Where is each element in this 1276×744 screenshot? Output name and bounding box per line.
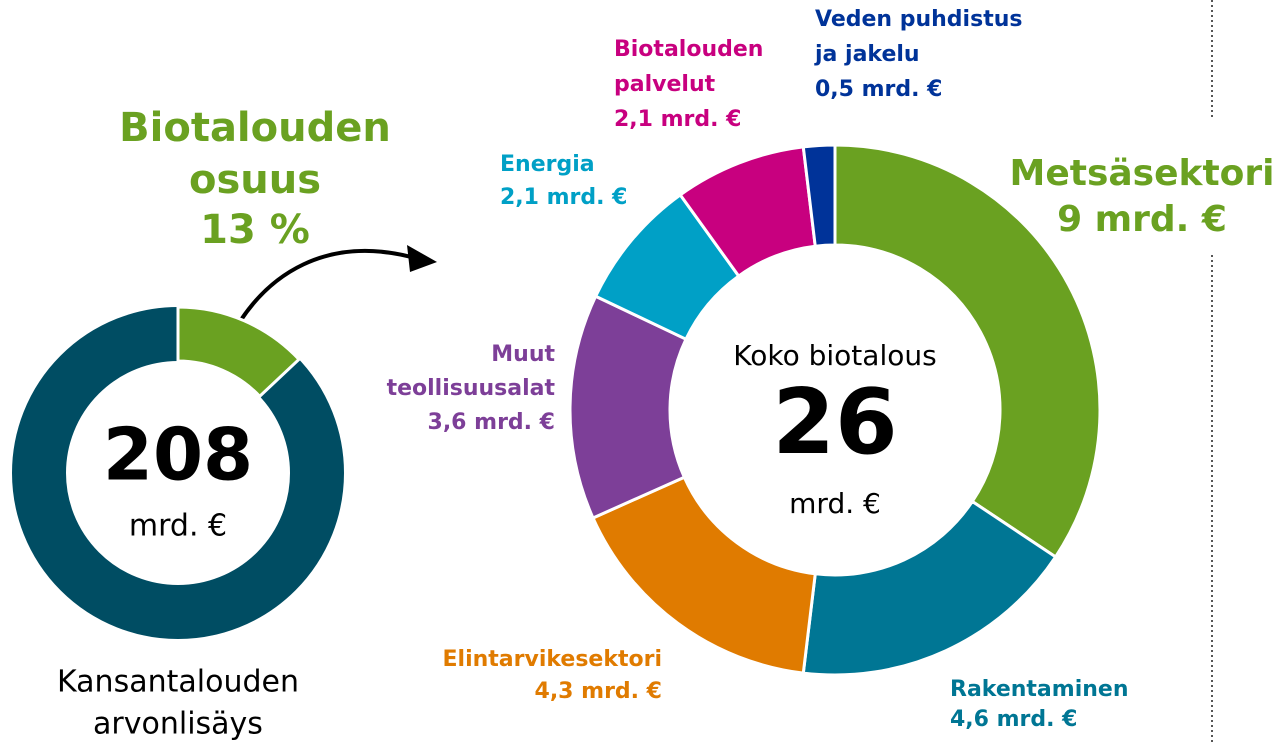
segment-value: 4,6 mrd. € xyxy=(950,707,1077,732)
segment-label: palvelut xyxy=(614,72,716,97)
center-value: 208 xyxy=(103,413,253,497)
segment-label: Metsäsektori xyxy=(1010,153,1275,194)
arrow xyxy=(226,249,416,343)
caption: Kansantalouden xyxy=(57,665,299,700)
center-title: Koko biotalous xyxy=(733,339,936,372)
segment-value: 3,6 mrd. € xyxy=(428,410,555,435)
donut-segment xyxy=(176,305,302,399)
segment-value: 0,5 mrd. € xyxy=(815,77,942,102)
segment-label: Muut xyxy=(491,342,555,367)
segment-value: 2,1 mrd. € xyxy=(500,185,627,210)
segment-value: 2,1 mrd. € xyxy=(614,107,741,132)
share-title: osuus xyxy=(189,157,321,203)
segment-label: ja jakelu xyxy=(814,42,920,67)
segment-label: Biotalouden xyxy=(614,37,763,62)
donut-segment xyxy=(801,143,837,248)
segment-label: Veden puhdistus xyxy=(815,7,1022,32)
segment-value: 4,3 mrd. € xyxy=(535,679,662,704)
center-unit: mrd. € xyxy=(789,487,881,520)
share-title: Biotalouden xyxy=(119,105,391,151)
center-unit: mrd. € xyxy=(129,509,227,544)
donut-segment xyxy=(833,143,1102,559)
caption: arvonlisäys xyxy=(93,707,263,742)
donut-segment xyxy=(591,475,817,675)
segment-label: Rakentaminen xyxy=(950,677,1128,702)
segment-label: Energia xyxy=(500,152,595,177)
center-value: 26 xyxy=(772,370,897,475)
arrow-head xyxy=(407,245,437,272)
segment-value: 9 mrd. € xyxy=(1057,199,1227,240)
share-value: 13 % xyxy=(200,207,310,253)
segment-label: teollisuusalat xyxy=(387,376,556,401)
segment-label: Elintarvikesektori xyxy=(443,647,663,672)
